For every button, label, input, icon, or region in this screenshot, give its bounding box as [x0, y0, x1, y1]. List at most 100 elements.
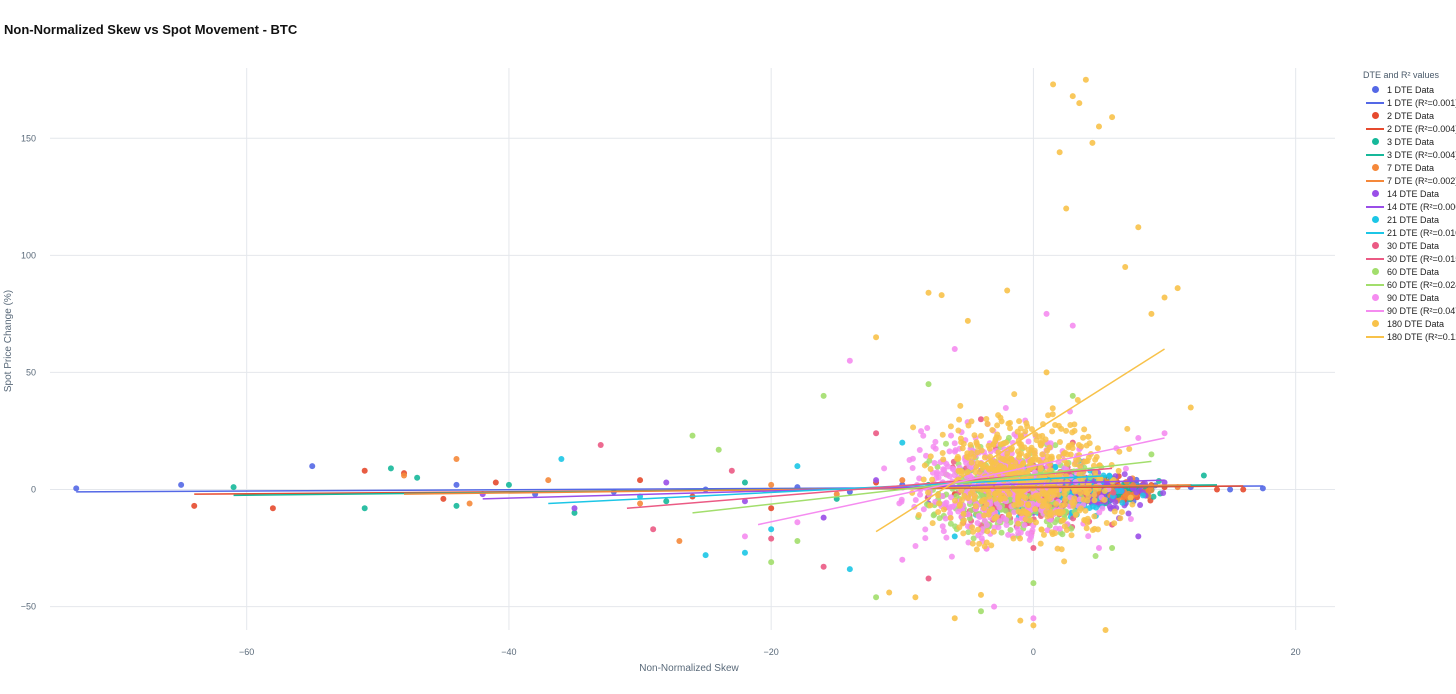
- data-point: [1200, 472, 1207, 479]
- data-point: [1037, 540, 1044, 547]
- data-point: [997, 414, 1004, 421]
- data-point: [1148, 310, 1155, 317]
- legend-item-90-dte-fit[interactable]: 90 DTE (R²=0.047): [1363, 304, 1456, 317]
- legend-item-180-dte-data[interactable]: 180 DTE Data: [1363, 317, 1456, 330]
- data-point: [73, 485, 80, 492]
- data-point: [921, 462, 928, 469]
- legend-item-21-dte-fit[interactable]: 21 DTE (R²=0.010): [1363, 226, 1456, 239]
- data-point: [1148, 487, 1155, 494]
- data-point: [505, 481, 512, 488]
- legend-item-3-dte-fit[interactable]: 3 DTE (R²=0.004): [1363, 148, 1456, 161]
- data-point: [1047, 508, 1054, 515]
- data-point: [976, 469, 983, 476]
- data-point: [676, 538, 683, 545]
- data-point: [956, 524, 963, 531]
- data-point: [571, 505, 578, 512]
- legend-marker: [1363, 294, 1387, 301]
- data-point: [1240, 486, 1247, 493]
- data-point: [1006, 511, 1013, 518]
- data-point: [946, 505, 953, 512]
- data-point: [1059, 531, 1066, 538]
- data-point: [960, 440, 967, 447]
- data-point: [932, 438, 939, 445]
- data-point: [1091, 513, 1098, 520]
- data-point: [940, 528, 947, 535]
- legend-item-180-dte-fit[interactable]: 180 DTE (R²=0.12: [1363, 330, 1456, 343]
- data-point: [963, 459, 970, 466]
- data-point: [1082, 507, 1089, 514]
- data-point: [991, 467, 998, 474]
- legend-item-30-dte-fit[interactable]: 30 DTE (R²=0.015): [1363, 252, 1456, 265]
- data-point: [663, 498, 670, 505]
- y-tick-label: 100: [21, 250, 36, 260]
- data-point: [1055, 491, 1062, 498]
- data-point: [957, 402, 964, 409]
- data-point: [728, 467, 735, 474]
- fit-line-21-dte: [548, 474, 1113, 505]
- legend-item-14-dte-fit[interactable]: 14 DTE (R²=0.006): [1363, 200, 1456, 213]
- marker-dot: [1371, 112, 1379, 119]
- data-point: [1058, 425, 1065, 432]
- data-point: [768, 481, 775, 488]
- legend-item-90-dte-data[interactable]: 90 DTE Data: [1363, 291, 1456, 304]
- data-point: [956, 416, 963, 423]
- data-point: [1135, 224, 1142, 231]
- data-point: [1005, 434, 1012, 441]
- data-point: [990, 528, 997, 535]
- data-point: [1040, 531, 1047, 538]
- legend-item-1-dte-data[interactable]: 1 DTE Data: [1363, 83, 1456, 96]
- legend-item-3-dte-data[interactable]: 3 DTE Data: [1363, 135, 1456, 148]
- legend-item-60-dte-fit[interactable]: 60 DTE (R²=0.024): [1363, 278, 1456, 291]
- data-point: [977, 432, 984, 439]
- data-point: [989, 426, 996, 433]
- legend-item-7-dte-fit[interactable]: 7 DTE (R²=0.002): [1363, 174, 1456, 187]
- legend-item-21-dte-data[interactable]: 21 DTE Data: [1363, 213, 1456, 226]
- data-point: [492, 479, 499, 486]
- data-point: [1122, 264, 1129, 271]
- data-point: [1069, 392, 1076, 399]
- legend-item-2-dte-data[interactable]: 2 DTE Data: [1363, 109, 1456, 122]
- data-point: [1083, 525, 1090, 532]
- data-point: [1045, 412, 1052, 419]
- legend-label: 2 DTE (R²=0.004): [1387, 123, 1456, 134]
- legend-item-30-dte-data[interactable]: 30 DTE Data: [1363, 239, 1456, 252]
- data-point: [1052, 530, 1059, 537]
- data-point: [794, 538, 801, 545]
- data-point: [1069, 93, 1076, 100]
- marker-line: [1366, 257, 1384, 260]
- data-point: [741, 533, 748, 540]
- legend-label: 7 DTE (R²=0.002): [1387, 175, 1456, 186]
- data-point: [1003, 439, 1010, 446]
- legend-item-14-dte-data[interactable]: 14 DTE Data: [1363, 187, 1456, 200]
- data-point: [1025, 451, 1032, 458]
- x-tick-label: 20: [1291, 647, 1301, 657]
- data-point: [1161, 479, 1168, 486]
- data-point: [768, 505, 775, 512]
- data-point: [974, 443, 981, 450]
- data-point: [1061, 558, 1068, 565]
- data-point: [1092, 456, 1099, 463]
- data-point: [927, 453, 934, 460]
- legend-item-1-dte-fit[interactable]: 1 DTE (R²=0.001): [1363, 96, 1456, 109]
- legend[interactable]: DTE and R² values 1 DTE Data 1 DTE (R²=0.…: [1363, 70, 1456, 343]
- data-point: [965, 495, 972, 502]
- legend-item-2-dte-fit[interactable]: 2 DTE (R²=0.004): [1363, 122, 1456, 135]
- data-point: [1052, 442, 1059, 449]
- data-point: [972, 503, 979, 510]
- data-point: [1083, 442, 1090, 449]
- data-point: [899, 439, 906, 446]
- data-point: [1033, 519, 1040, 526]
- data-point: [935, 508, 942, 515]
- legend-item-60-dte-data[interactable]: 60 DTE Data: [1363, 265, 1456, 278]
- data-point: [990, 441, 997, 448]
- data-point: [741, 498, 748, 505]
- data-point: [768, 526, 775, 533]
- data-point: [1077, 489, 1084, 496]
- marker-dot: [1371, 164, 1379, 171]
- data-point: [1005, 531, 1012, 538]
- data-point: [1063, 205, 1070, 212]
- marker-line: [1366, 179, 1384, 182]
- legend-item-7-dte-data[interactable]: 7 DTE Data: [1363, 161, 1456, 174]
- data-point: [925, 381, 932, 388]
